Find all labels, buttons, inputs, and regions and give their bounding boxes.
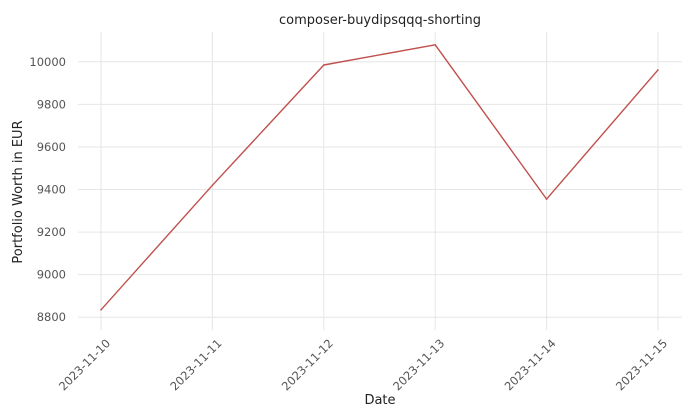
y-tick-label: 9800 [37, 97, 66, 111]
x-tick-label: 2023-11-12 [279, 336, 336, 393]
y-tick-labels: 8800 9000 9200 9400 9600 9800 10000 [29, 55, 66, 324]
y-tick-label: 9400 [37, 183, 66, 197]
x-tick-label: 2023-11-15 [613, 336, 670, 393]
y-tick-label: 8800 [37, 310, 66, 324]
series-line [100, 44, 659, 311]
y-tick-label: 10000 [29, 55, 66, 69]
data-point [323, 64, 325, 66]
data-point [657, 69, 659, 71]
x-tick-labels: 2023-11-10 2023-11-11 2023-11-12 2023-11-13… [56, 336, 670, 393]
x-axis-label: Date [364, 393, 395, 408]
series-group [100, 43, 659, 311]
x-tick-label: 2023-11-14 [502, 336, 559, 393]
data-point [434, 43, 437, 46]
y-tick-label: 9600 [37, 140, 66, 154]
data-point [211, 184, 214, 187]
x-tick-label: 2023-11-13 [390, 336, 447, 393]
y-gridlines [78, 61, 682, 318]
data-point [100, 308, 102, 311]
x-tick-label: 2023-11-10 [56, 336, 113, 393]
data-point [545, 198, 548, 200]
x-gridlines [100, 32, 659, 330]
chart-title: composer-buydipsqqq-shorting [279, 13, 481, 28]
y-tick-label: 9000 [37, 268, 66, 282]
y-axis-label: Portfolio Worth in EUR [11, 120, 26, 263]
y-tick-label: 9200 [37, 225, 66, 239]
x-tick-label: 2023-11-11 [167, 336, 224, 393]
